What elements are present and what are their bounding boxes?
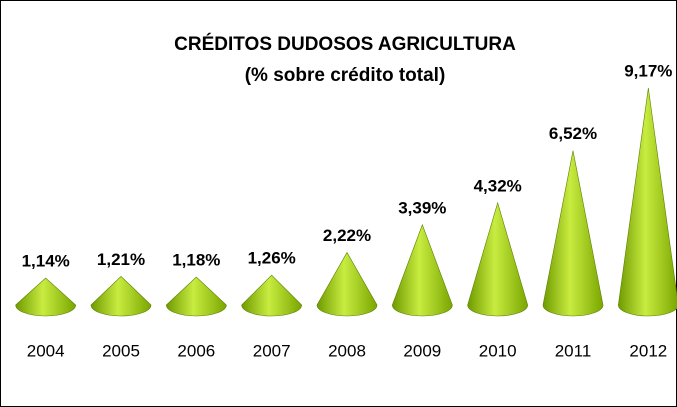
- x-tick-label: 2007: [253, 341, 291, 360]
- data-label: 1,18%: [172, 251, 220, 270]
- data-label: 6,52%: [549, 124, 597, 143]
- chart-title: CRÉDITOS DUDOSOS AGRICULTURA: [174, 33, 516, 55]
- x-tick-label: 2005: [102, 341, 140, 360]
- x-tick-label: 2008: [328, 341, 366, 360]
- x-tick-label: 2006: [177, 341, 215, 360]
- data-label: 4,32%: [474, 176, 522, 195]
- x-tick-label: 2009: [403, 341, 441, 360]
- cone: [15, 277, 76, 317]
- cone: [618, 87, 677, 317]
- x-tick-label: 2011: [555, 341, 592, 360]
- cone: [241, 274, 302, 317]
- cone: [392, 223, 453, 317]
- chart-subtitle: (% sobre crédito total): [245, 65, 446, 86]
- cone: [166, 276, 227, 317]
- data-label: 2,22%: [323, 226, 371, 245]
- data-label: 1,26%: [248, 249, 296, 268]
- data-label: 3,39%: [398, 198, 446, 217]
- x-tick-label: 2012: [629, 341, 667, 360]
- data-label: 1,21%: [97, 250, 145, 269]
- x-tick-label: 2010: [479, 341, 517, 360]
- data-label: 1,14%: [22, 252, 70, 271]
- cone: [467, 201, 528, 317]
- cone: [316, 251, 378, 317]
- data-label: 9,17%: [624, 61, 672, 80]
- cone: [542, 150, 604, 317]
- x-tick-label: 2004: [27, 341, 65, 360]
- cone: [90, 275, 152, 317]
